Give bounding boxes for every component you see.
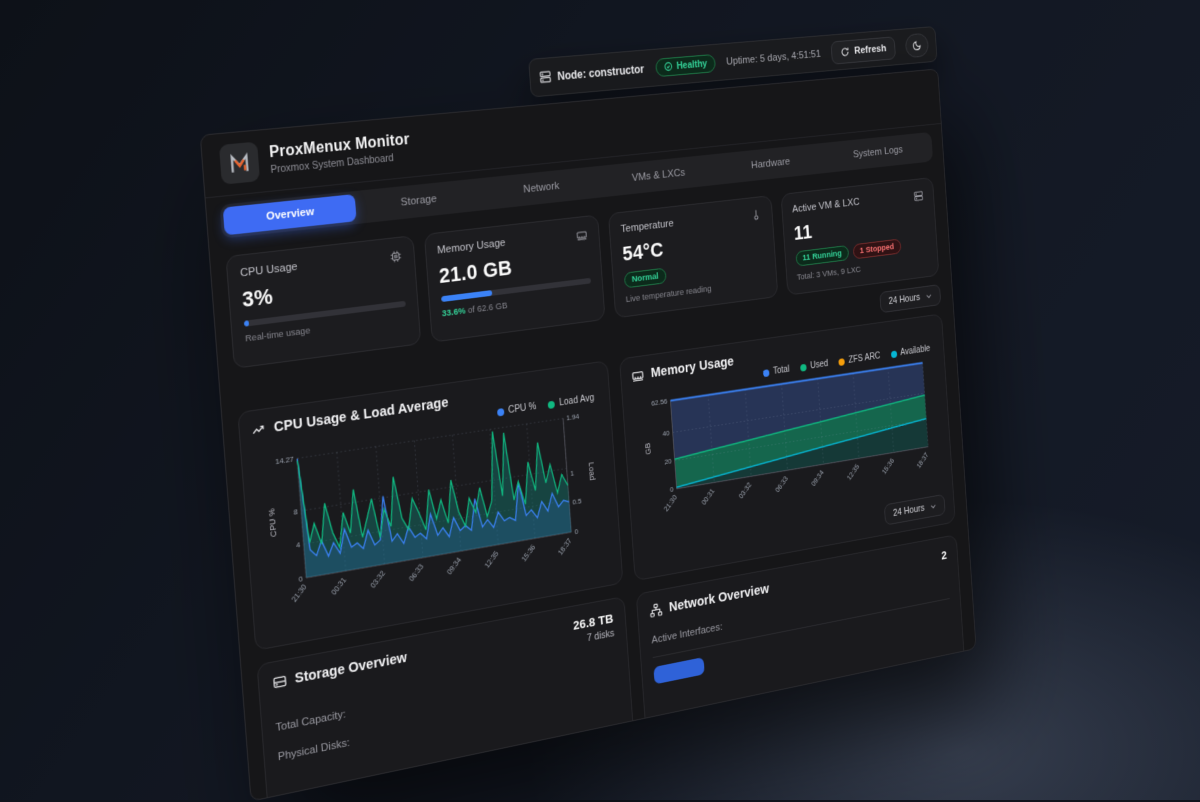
svg-text:18:37: 18:37 [915,451,930,470]
theme-toggle-button[interactable] [905,33,929,58]
svg-text:03:32: 03:32 [369,569,387,590]
legend-dot [839,358,846,366]
svg-text:06:33: 06:33 [407,562,425,583]
cpu-usage-card: CPU Usage 3% Real-time usage [225,235,420,369]
hard-drive-icon [272,673,288,691]
svg-text:0: 0 [574,527,579,536]
svg-text:62.56: 62.56 [651,397,668,408]
time-range-value: 24 Hours [888,292,920,307]
svg-text:09:34: 09:34 [445,555,463,576]
chevron-down-icon [929,501,937,511]
time-range-select[interactable]: 24 Hours [880,284,942,313]
legend-dot [497,408,504,417]
svg-text:14.27: 14.27 [275,455,294,467]
storage-title: Storage Overview [294,650,407,687]
temperature-card-title: Temperature [620,218,674,235]
refresh-icon [840,46,850,57]
svg-text:0: 0 [670,485,675,494]
network-interfaces-value: 2 [941,548,947,562]
svg-text:21:30: 21:30 [662,493,678,513]
svg-text:0: 0 [298,574,303,584]
server-stack-icon [913,189,924,202]
memory-progress-fill [441,290,493,302]
svg-text:1: 1 [570,468,574,477]
tab-vms-lxcs[interactable]: VMs & LXCs [600,157,716,195]
thermometer-icon [750,208,762,222]
app-logo [219,142,260,185]
svg-text:8: 8 [293,507,298,517]
vm-card-title: Active VM & LXC [792,197,860,215]
svg-text:15:36: 15:36 [520,543,537,563]
svg-text:4: 4 [296,541,301,551]
active-vm-lxc-card: Active VM & LXC 11 11 Running 1 Stopped … [780,177,939,296]
memory-usage-card: Memory Usage 21.0 GB 33.6% of 62.6 GB [423,215,605,343]
uptime-text: Uptime: 5 days, 4:51:51 [726,48,821,67]
vm-stopped-badge: 1 Stopped [852,239,901,260]
memory-time-range-value: 24 Hours [893,503,925,519]
svg-text:12:35: 12:35 [483,549,500,569]
svg-text:00:31: 00:31 [330,576,348,597]
memory-time-range-select[interactable]: 24 Hours [884,494,945,526]
svg-text:40: 40 [662,429,670,439]
moon-icon [912,39,922,51]
svg-text:12:35: 12:35 [846,462,861,481]
svg-text:15:36: 15:36 [881,457,896,476]
memory-card-title: Memory Usage [437,237,506,256]
svg-text:0.5: 0.5 [572,497,582,507]
svg-text:18:37: 18:37 [556,537,573,557]
node-indicator: Node: constructor [538,62,644,85]
temperature-card: Temperature 54°C Normal Live temperature… [608,195,778,318]
node-label: Node: constructor [557,62,645,82]
tab-system-logs[interactable]: System Logs [824,135,931,171]
svg-text:09:34: 09:34 [810,468,826,488]
network-icon [649,602,663,619]
memory-percent: 33.6% [442,306,466,319]
check-circle-icon [663,61,673,72]
health-label: Healthy [676,58,707,71]
svg-text:00:31: 00:31 [700,487,716,506]
svg-text:03:32: 03:32 [737,481,753,500]
legend-dot [800,363,807,371]
svg-text:GB: GB [644,442,653,455]
tab-network[interactable]: Network [480,169,602,208]
memory-of-total: of 62.6 GB [465,300,508,316]
server-icon [538,69,552,84]
tab-overview[interactable]: Overview [223,194,357,235]
cpu-progress-fill [244,320,249,327]
cpu-card-title: CPU Usage [240,261,298,279]
refresh-label: Refresh [854,43,887,56]
memory-icon [631,367,645,384]
health-badge: Healthy [655,54,716,77]
memory-icon [575,228,588,242]
legend-dot [891,350,897,358]
svg-text:20: 20 [664,457,672,467]
svg-text:1.94: 1.94 [566,412,580,422]
svg-text:CPU %: CPU % [267,508,279,538]
svg-text:21:30: 21:30 [290,582,309,604]
proxmenux-m-icon [226,149,253,177]
svg-text:06:33: 06:33 [774,475,789,494]
tab-storage[interactable]: Storage [354,181,481,221]
cpu-icon [389,249,403,264]
trending-up-icon [251,421,267,439]
interface-badge [653,657,704,684]
tab-hardware[interactable]: Hardware [714,146,825,183]
svg-text:Load: Load [587,462,597,482]
network-title: Network Overview [669,582,770,615]
refresh-button[interactable]: Refresh [831,36,896,64]
chevron-down-icon [925,291,933,301]
legend-dot [763,369,770,377]
legend-dot [548,400,555,408]
vm-running-badge: 11 Running [795,245,849,267]
temperature-status-badge: Normal [624,268,667,289]
